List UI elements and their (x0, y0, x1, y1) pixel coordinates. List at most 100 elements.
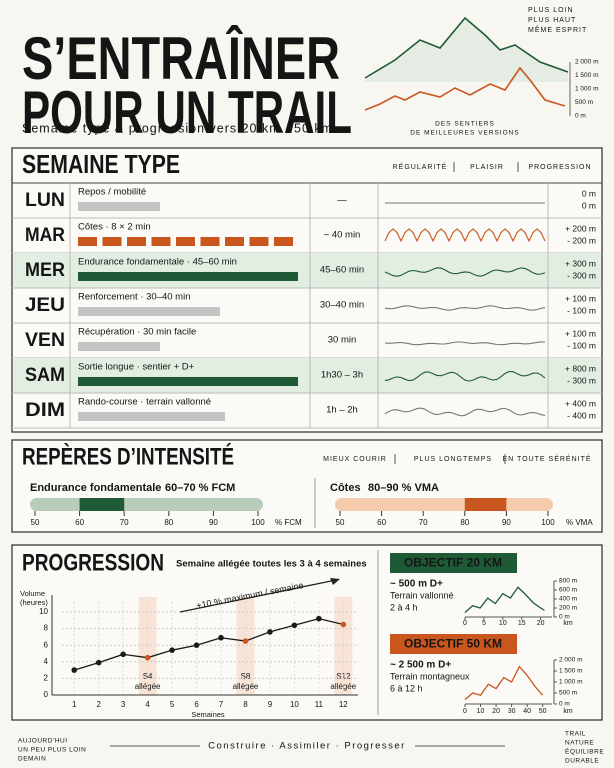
trend-arrow (179, 579, 337, 613)
session: Endurance fondamentale · 45–60 min (78, 257, 237, 268)
title: POUR UN TRAIL (22, 79, 352, 146)
scale-unit: % VMA (566, 518, 593, 527)
scale-name: Endurance fondamentale (30, 482, 161, 494)
note: Semaine allégée toutes les 3 à 4 semaine… (176, 559, 367, 570)
intensity-block (225, 237, 244, 246)
altitude-label: 1 500 m (575, 72, 599, 79)
day: VEN (25, 330, 65, 351)
tick-label: 90 (502, 518, 511, 527)
volume-point (193, 642, 200, 648)
elevation-sparkline (384, 407, 546, 417)
volume-point (340, 621, 347, 628)
loss: - 200 m (567, 235, 596, 245)
duration: 30–40 min (320, 300, 364, 311)
x-tick-label: 15 (518, 620, 526, 627)
session-bar (78, 202, 160, 211)
volume-point (242, 638, 249, 644)
footer-left: UN PEU PLUS LOIN (18, 747, 86, 754)
x-tick-label: 10 (499, 620, 507, 627)
tick-label: 70 (419, 518, 428, 527)
day: MAR (25, 225, 65, 246)
title: S’ENTRAÎNER (22, 25, 340, 92)
tick-label: 50 (31, 518, 40, 527)
elevation-profile (464, 586, 545, 613)
session-bar (78, 377, 298, 386)
duration: 1h – 2h (326, 405, 358, 416)
loss: - 400 m (567, 410, 596, 420)
volume-point (218, 634, 224, 641)
tick-label: 60 (75, 518, 84, 527)
x-tick-label: 2 (96, 700, 101, 709)
y-tick-label: 4 (44, 657, 49, 666)
header-mountain (364, 16, 571, 116)
y-tick-label: 8 (44, 624, 49, 633)
session-bar (78, 272, 298, 281)
tagline: PLUS LOIN (528, 7, 574, 14)
tagline: MÊME ESPRIT (528, 25, 587, 34)
session-bar (78, 342, 160, 351)
y-tick-label: 0 (44, 690, 49, 699)
altitude-label: 1 000 m (575, 86, 599, 93)
axis-label: Volume (20, 589, 45, 598)
tick-label: 60 (377, 518, 386, 527)
session: Repos / mobilité (78, 187, 146, 198)
mountain-line (364, 66, 566, 111)
day: LUN (25, 190, 65, 211)
session: Récupération · 30 min facile (78, 327, 196, 338)
loss: - 100 m (567, 340, 596, 350)
x-tick-label: 9 (268, 700, 273, 709)
scale-zone (79, 498, 125, 511)
session: Renforcement · 30–40 min (78, 292, 190, 303)
x-tick-label: 0 (463, 708, 467, 715)
loss: 0 m (582, 200, 596, 210)
intensity-block (127, 237, 146, 246)
x-unit: km (563, 708, 573, 715)
scale-name: Côtes (330, 482, 361, 494)
loss: - 100 m (567, 305, 596, 315)
volume-point (144, 654, 151, 661)
elevation-profile (464, 665, 544, 701)
elevation-sparkline (384, 341, 546, 346)
y-tick-label: 200 m (559, 605, 577, 612)
scale-unit: % FCM (275, 518, 302, 527)
x-tick-label: 5 (170, 700, 175, 709)
tag: RÉGULARITÉ (393, 162, 448, 171)
axis-label: (heures) (20, 598, 48, 607)
tag: PLAISIR (470, 164, 504, 171)
x-tick-label: 5 (482, 620, 486, 627)
duration: 30 min (328, 335, 357, 346)
scale-track (335, 498, 553, 511)
y-tick-label: 800 m (559, 578, 577, 585)
day: JEU (25, 295, 65, 316)
x-tick-label: 8 (243, 700, 248, 709)
section-title: REPÈRES D’INTENSITÉ (22, 442, 234, 470)
tick-label: 90 (209, 518, 218, 527)
tick-label: 50 (336, 518, 345, 527)
light-week-label: S12 (336, 672, 351, 681)
x-tick-label: 7 (219, 700, 224, 709)
duration: — (337, 195, 347, 206)
loss: - 300 m (567, 375, 596, 385)
session: Sortie longue · sentier + D+ (78, 362, 195, 373)
altitude-label: 2 000 m (575, 59, 599, 66)
tick-label: 100 (541, 518, 555, 527)
altitude-label: 500 m (575, 99, 593, 106)
gain: + 800 m (565, 363, 596, 373)
x-tick-label: 4 (145, 700, 150, 709)
tag: MIEUX COURIR (323, 456, 387, 463)
x-tick-label: 6 (194, 700, 199, 709)
objective-header (390, 553, 517, 573)
section-title: SEMAINE TYPE (22, 149, 180, 179)
volume-point (95, 659, 102, 666)
progression-panel (11, 544, 603, 721)
x-tick-label: 12 (339, 700, 348, 709)
x-tick-label: 11 (315, 700, 324, 709)
scale-zone (464, 498, 507, 511)
x-tick-label: 10 (477, 708, 485, 715)
duration: ~ 40 min (324, 230, 361, 241)
gain: + 100 m (565, 293, 596, 303)
x-tick-label: 50 (539, 708, 547, 715)
duration: 45–60 min (320, 265, 364, 276)
gain: + 400 m (565, 398, 596, 408)
